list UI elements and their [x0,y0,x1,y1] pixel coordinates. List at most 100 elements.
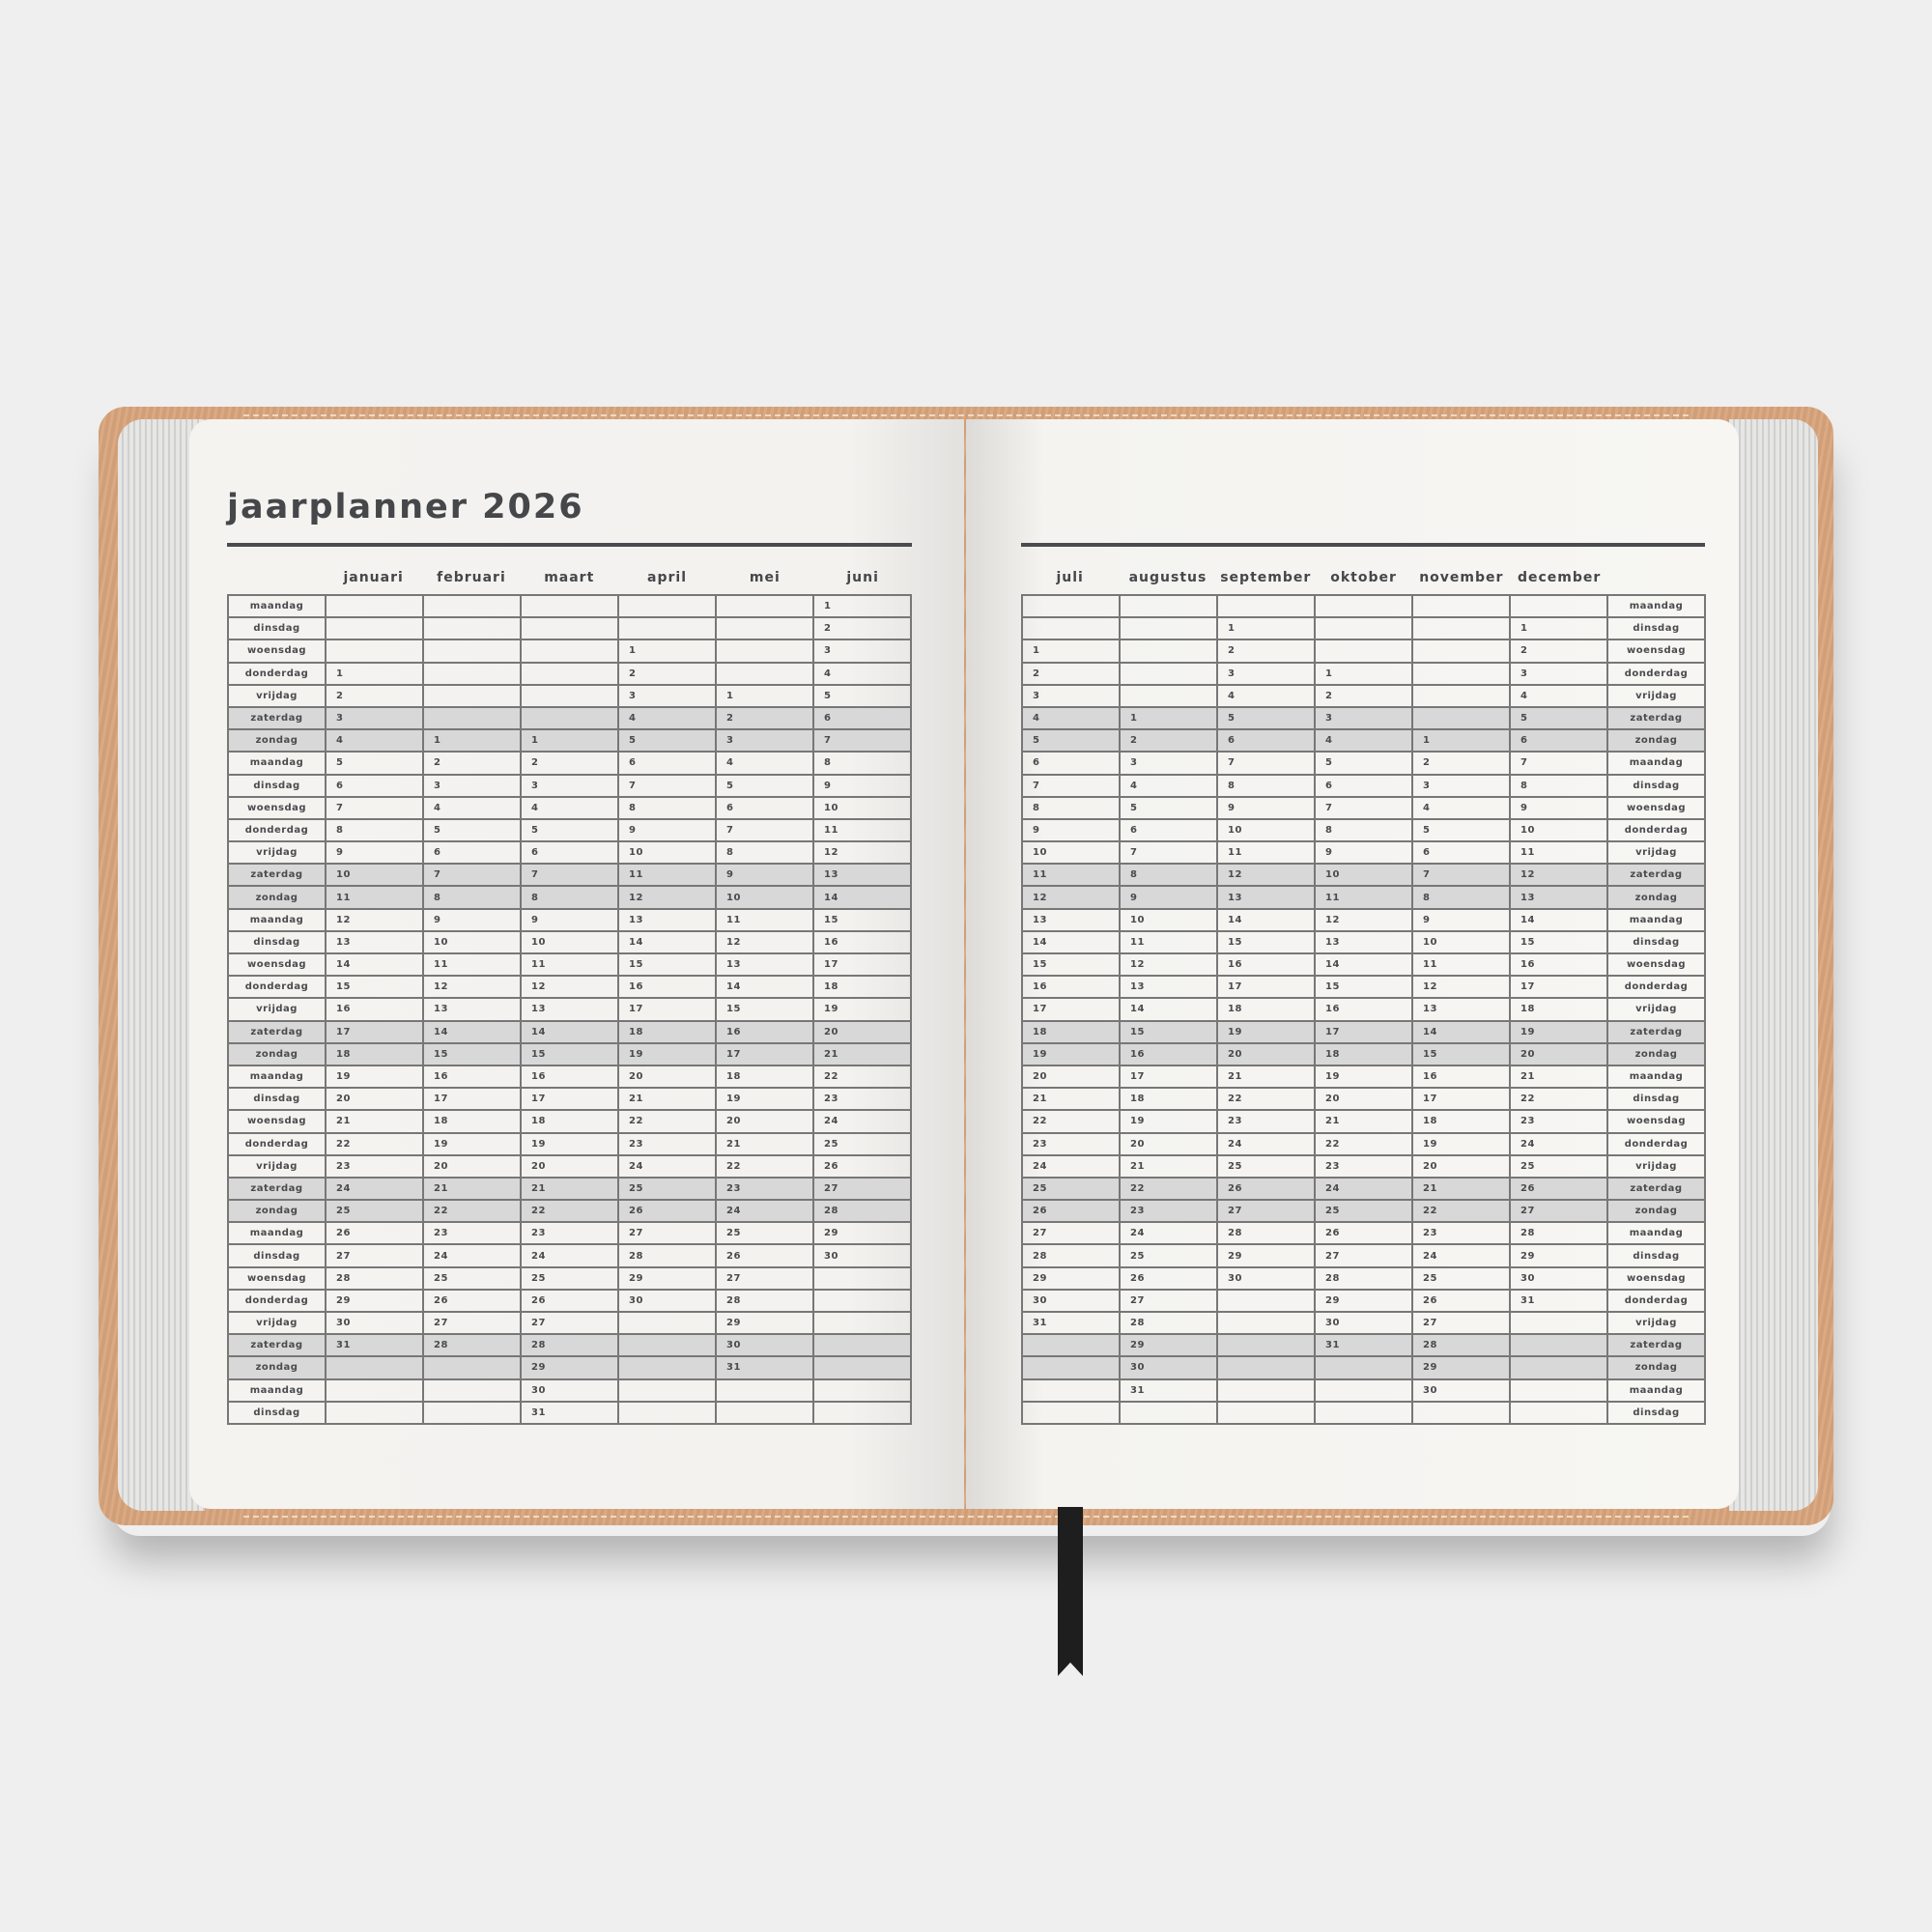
day-cell-januari[interactable] [325,593,424,619]
day-cell-mei[interactable]: 13 [715,952,814,978]
day-cell-juni[interactable]: 3 [812,639,912,664]
day-cell-augustus[interactable]: 16 [1119,1041,1218,1066]
day-cell-juli[interactable]: 21 [1021,1087,1121,1112]
day-cell-oktober[interactable]: 17 [1314,1019,1413,1044]
day-cell-januari[interactable]: 22 [325,1131,424,1156]
day-cell-oktober[interactable] [1314,1400,1413,1425]
day-cell-maart[interactable]: 14 [520,1019,619,1044]
day-cell-juli[interactable]: 8 [1021,795,1121,820]
day-cell-december[interactable]: 17 [1509,975,1608,1000]
day-cell-maart[interactable]: 6 [520,840,619,866]
day-cell-februari[interactable] [422,639,522,664]
day-cell-juli[interactable]: 26 [1021,1199,1121,1224]
day-cell-mei[interactable]: 17 [715,1041,814,1066]
day-cell-september[interactable]: 3 [1216,661,1316,686]
day-cell-november[interactable] [1411,1400,1511,1425]
day-cell-januari[interactable]: 30 [325,1310,424,1336]
day-cell-april[interactable]: 19 [617,1041,717,1066]
day-cell-oktober[interactable]: 19 [1314,1064,1413,1090]
day-cell-februari[interactable] [422,661,522,686]
day-cell-juni[interactable]: 26 [812,1153,912,1179]
day-cell-oktober[interactable] [1314,1378,1413,1403]
day-cell-juli[interactable]: 30 [1021,1288,1121,1314]
day-cell-maart[interactable]: 18 [520,1109,619,1134]
day-cell-april[interactable] [617,1310,717,1336]
day-cell-april[interactable]: 30 [617,1288,717,1314]
day-cell-april[interactable]: 29 [617,1265,717,1291]
day-cell-september[interactable]: 6 [1216,728,1316,753]
day-cell-april[interactable] [617,616,717,641]
day-cell-oktober[interactable]: 26 [1314,1221,1413,1246]
day-cell-juni[interactable]: 27 [812,1176,912,1202]
day-cell-november[interactable]: 23 [1411,1221,1511,1246]
day-cell-mei[interactable] [715,1400,814,1425]
day-cell-maart[interactable]: 24 [520,1243,619,1268]
day-cell-april[interactable] [617,1355,717,1380]
day-cell-september[interactable]: 16 [1216,952,1316,978]
day-cell-november[interactable] [1411,616,1511,641]
day-cell-augustus[interactable] [1119,616,1218,641]
day-cell-februari[interactable] [422,705,522,731]
day-cell-januari[interactable]: 29 [325,1288,424,1314]
day-cell-december[interactable]: 22 [1509,1087,1608,1112]
day-cell-november[interactable]: 16 [1411,1064,1511,1090]
day-cell-mei[interactable]: 22 [715,1153,814,1179]
day-cell-juni[interactable]: 5 [812,683,912,708]
day-cell-maart[interactable] [520,593,619,619]
day-cell-november[interactable]: 1 [1411,728,1511,753]
day-cell-maart[interactable]: 2 [520,751,619,776]
day-cell-april[interactable]: 9 [617,817,717,843]
day-cell-juni[interactable]: 30 [812,1243,912,1268]
day-cell-augustus[interactable] [1119,1400,1218,1425]
day-cell-februari[interactable]: 26 [422,1288,522,1314]
day-cell-juni[interactable]: 21 [812,1041,912,1066]
day-cell-februari[interactable]: 10 [422,929,522,955]
day-cell-april[interactable] [617,1378,717,1403]
day-cell-juli[interactable]: 18 [1021,1019,1121,1044]
day-cell-juni[interactable]: 29 [812,1221,912,1246]
day-cell-maart[interactable]: 19 [520,1131,619,1156]
day-cell-februari[interactable]: 17 [422,1087,522,1112]
day-cell-oktober[interactable]: 5 [1314,751,1413,776]
day-cell-oktober[interactable]: 27 [1314,1243,1413,1268]
day-cell-augustus[interactable]: 6 [1119,817,1218,843]
day-cell-september[interactable] [1216,1378,1316,1403]
day-cell-januari[interactable]: 18 [325,1041,424,1066]
day-cell-september[interactable]: 24 [1216,1131,1316,1156]
day-cell-mei[interactable]: 28 [715,1288,814,1314]
day-cell-januari[interactable]: 31 [325,1333,424,1358]
day-cell-mei[interactable]: 11 [715,907,814,932]
day-cell-juli[interactable] [1021,1400,1121,1425]
day-cell-september[interactable]: 8 [1216,773,1316,798]
day-cell-april[interactable]: 18 [617,1019,717,1044]
day-cell-mei[interactable]: 3 [715,728,814,753]
day-cell-augustus[interactable] [1119,593,1218,619]
day-cell-januari[interactable]: 7 [325,795,424,820]
day-cell-november[interactable]: 9 [1411,907,1511,932]
day-cell-augustus[interactable]: 18 [1119,1087,1218,1112]
day-cell-maart[interactable]: 11 [520,952,619,978]
day-cell-maart[interactable] [520,661,619,686]
day-cell-februari[interactable]: 28 [422,1333,522,1358]
day-cell-oktober[interactable]: 6 [1314,773,1413,798]
day-cell-december[interactable]: 13 [1509,885,1608,910]
day-cell-maart[interactable]: 10 [520,929,619,955]
day-cell-april[interactable]: 7 [617,773,717,798]
day-cell-september[interactable]: 11 [1216,840,1316,866]
day-cell-september[interactable]: 28 [1216,1221,1316,1246]
day-cell-oktober[interactable]: 3 [1314,705,1413,731]
day-cell-juli[interactable]: 23 [1021,1131,1121,1156]
day-cell-juli[interactable]: 19 [1021,1041,1121,1066]
day-cell-juli[interactable]: 28 [1021,1243,1121,1268]
day-cell-maart[interactable] [520,683,619,708]
day-cell-augustus[interactable]: 8 [1119,863,1218,888]
day-cell-februari[interactable]: 9 [422,907,522,932]
day-cell-januari[interactable] [325,1378,424,1403]
day-cell-april[interactable]: 13 [617,907,717,932]
day-cell-december[interactable]: 21 [1509,1064,1608,1090]
day-cell-januari[interactable]: 19 [325,1064,424,1090]
day-cell-november[interactable] [1411,705,1511,731]
day-cell-april[interactable]: 14 [617,929,717,955]
day-cell-augustus[interactable]: 17 [1119,1064,1218,1090]
day-cell-augustus[interactable]: 14 [1119,997,1218,1022]
